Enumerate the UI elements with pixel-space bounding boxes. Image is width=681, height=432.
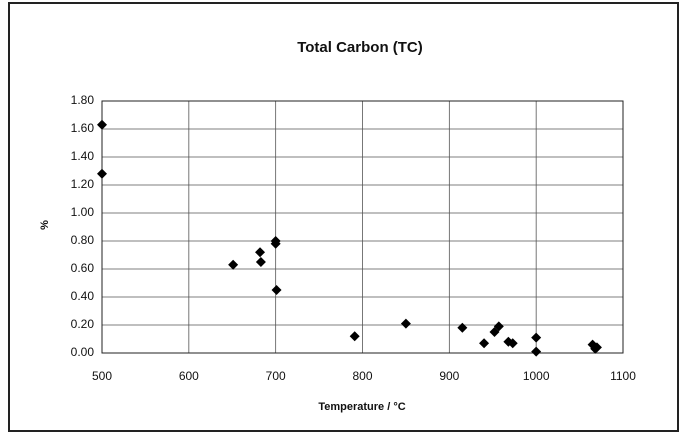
plot-border <box>101 100 624 354</box>
data-point <box>457 322 468 333</box>
data-point <box>493 321 504 332</box>
data-point <box>255 257 266 267</box>
data-point <box>97 168 107 179</box>
data-point <box>97 119 107 130</box>
y-tick-label: 0.00 <box>71 345 95 359</box>
data-point <box>507 338 518 349</box>
data-point <box>400 318 411 329</box>
data-point <box>271 285 282 295</box>
x-tick-label: 1100 <box>610 369 636 383</box>
frame <box>8 2 679 432</box>
data-point <box>591 342 602 353</box>
chart-title: Total Carbon (TC) <box>297 39 423 56</box>
x-tick-label: 600 <box>179 369 199 383</box>
y-tick-label: 1.00 <box>71 205 95 219</box>
x-tick-label: 900 <box>439 369 459 383</box>
y-tick-label: 1.40 <box>71 149 95 163</box>
x-tick-label: 800 <box>352 369 372 383</box>
x-tick-label: 700 <box>266 369 286 383</box>
data-point <box>255 247 266 258</box>
y-tick-label: 1.80 <box>71 93 95 107</box>
data-point <box>479 338 490 349</box>
data-point <box>531 346 542 357</box>
data-point <box>228 259 239 270</box>
y-tick-label: 1.60 <box>71 121 95 135</box>
data-point <box>531 332 542 343</box>
x-tick-label: 1000 <box>523 369 550 383</box>
x-axis-label: Temperature / °C <box>318 401 405 413</box>
data-point <box>270 238 281 249</box>
y-tick-label: 0.20 <box>71 317 95 331</box>
y-tick-label: 0.80 <box>71 233 95 247</box>
y-tick-label: 1.20 <box>71 177 95 191</box>
y-tick-label: 0.60 <box>71 261 95 275</box>
y-axis-label: % <box>39 220 51 230</box>
data-point <box>349 331 360 342</box>
x-tick-label: 500 <box>92 369 112 383</box>
y-tick-label: 0.40 <box>71 289 95 303</box>
